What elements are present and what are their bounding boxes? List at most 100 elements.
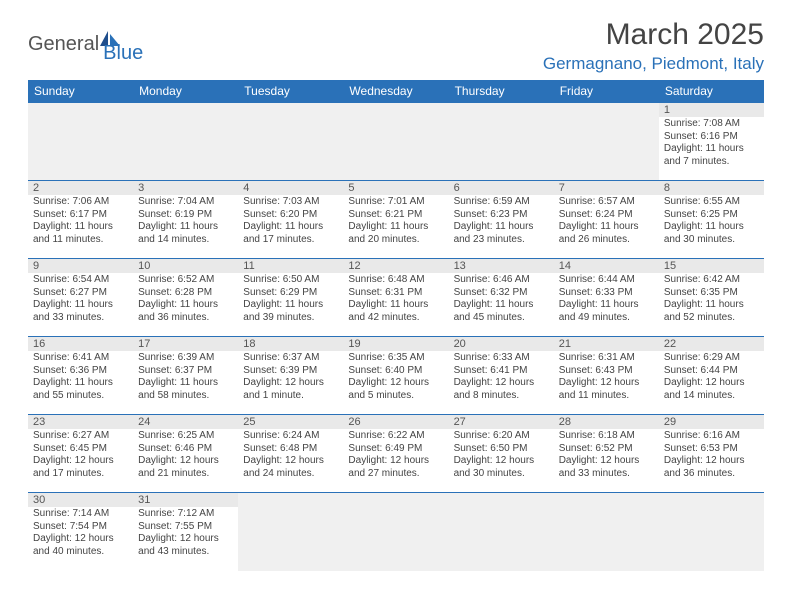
day-content: Sunrise: 6:50 AMSunset: 6:29 PMDaylight:… bbox=[238, 273, 343, 327]
day-cell: 1Sunrise: 7:08 AMSunset: 6:16 PMDaylight… bbox=[659, 103, 764, 181]
day-number: 15 bbox=[659, 259, 764, 273]
day-number: 21 bbox=[554, 337, 659, 351]
day-cell: 29Sunrise: 6:16 AMSunset: 6:53 PMDayligh… bbox=[659, 415, 764, 493]
day-cell: 22Sunrise: 6:29 AMSunset: 6:44 PMDayligh… bbox=[659, 337, 764, 415]
day-cell: 15Sunrise: 6:42 AMSunset: 6:35 PMDayligh… bbox=[659, 259, 764, 337]
day-content: Sunrise: 6:18 AMSunset: 6:52 PMDaylight:… bbox=[554, 429, 659, 483]
day-cell: 26Sunrise: 6:22 AMSunset: 6:49 PMDayligh… bbox=[343, 415, 448, 493]
day-number: 4 bbox=[238, 181, 343, 195]
day-content: Sunrise: 6:59 AMSunset: 6:23 PMDaylight:… bbox=[449, 195, 554, 249]
logo: General Blue bbox=[28, 24, 143, 65]
day-header: Thursday bbox=[449, 80, 554, 103]
day-header: Saturday bbox=[659, 80, 764, 103]
day-cell: 20Sunrise: 6:33 AMSunset: 6:41 PMDayligh… bbox=[449, 337, 554, 415]
day-content: Sunrise: 6:37 AMSunset: 6:39 PMDaylight:… bbox=[238, 351, 343, 405]
calendar-row: 30Sunrise: 7:14 AMSunset: 7:54 PMDayligh… bbox=[28, 493, 764, 571]
day-number: 2 bbox=[28, 181, 133, 195]
day-number: 16 bbox=[28, 337, 133, 351]
day-header: Tuesday bbox=[238, 80, 343, 103]
day-cell: 24Sunrise: 6:25 AMSunset: 6:46 PMDayligh… bbox=[133, 415, 238, 493]
day-number: 7 bbox=[554, 181, 659, 195]
day-content: Sunrise: 6:41 AMSunset: 6:36 PMDaylight:… bbox=[28, 351, 133, 405]
logo-text-sub: Blue bbox=[103, 42, 143, 65]
day-number: 1 bbox=[659, 103, 764, 117]
day-number: 10 bbox=[133, 259, 238, 273]
day-number: 12 bbox=[343, 259, 448, 273]
day-number: 8 bbox=[659, 181, 764, 195]
day-content: Sunrise: 6:31 AMSunset: 6:43 PMDaylight:… bbox=[554, 351, 659, 405]
day-cell: 31Sunrise: 7:12 AMSunset: 7:55 PMDayligh… bbox=[133, 493, 238, 571]
day-content: Sunrise: 7:06 AMSunset: 6:17 PMDaylight:… bbox=[28, 195, 133, 249]
day-cell: 9Sunrise: 6:54 AMSunset: 6:27 PMDaylight… bbox=[28, 259, 133, 337]
day-number: 22 bbox=[659, 337, 764, 351]
day-content: Sunrise: 6:39 AMSunset: 6:37 PMDaylight:… bbox=[133, 351, 238, 405]
day-header-row: SundayMondayTuesdayWednesdayThursdayFrid… bbox=[28, 80, 764, 103]
empty-cell bbox=[343, 103, 448, 181]
day-number: 24 bbox=[133, 415, 238, 429]
day-cell: 25Sunrise: 6:24 AMSunset: 6:48 PMDayligh… bbox=[238, 415, 343, 493]
day-number: 31 bbox=[133, 493, 238, 507]
empty-cell bbox=[238, 493, 343, 571]
day-content: Sunrise: 6:29 AMSunset: 6:44 PMDaylight:… bbox=[659, 351, 764, 405]
day-content: Sunrise: 6:52 AMSunset: 6:28 PMDaylight:… bbox=[133, 273, 238, 327]
calendar-row: 23Sunrise: 6:27 AMSunset: 6:45 PMDayligh… bbox=[28, 415, 764, 493]
day-header: Sunday bbox=[28, 80, 133, 103]
day-number: 25 bbox=[238, 415, 343, 429]
day-content: Sunrise: 7:12 AMSunset: 7:55 PMDaylight:… bbox=[133, 507, 238, 561]
day-content: Sunrise: 7:14 AMSunset: 7:54 PMDaylight:… bbox=[28, 507, 133, 561]
day-cell: 7Sunrise: 6:57 AMSunset: 6:24 PMDaylight… bbox=[554, 181, 659, 259]
day-content: Sunrise: 6:16 AMSunset: 6:53 PMDaylight:… bbox=[659, 429, 764, 483]
day-content: Sunrise: 6:35 AMSunset: 6:40 PMDaylight:… bbox=[343, 351, 448, 405]
day-number: 14 bbox=[554, 259, 659, 273]
calendar-row: 9Sunrise: 6:54 AMSunset: 6:27 PMDaylight… bbox=[28, 259, 764, 337]
day-number: 18 bbox=[238, 337, 343, 351]
day-cell: 30Sunrise: 7:14 AMSunset: 7:54 PMDayligh… bbox=[28, 493, 133, 571]
day-number: 28 bbox=[554, 415, 659, 429]
day-content: Sunrise: 6:22 AMSunset: 6:49 PMDaylight:… bbox=[343, 429, 448, 483]
empty-cell bbox=[659, 493, 764, 571]
empty-cell bbox=[133, 103, 238, 181]
day-cell: 28Sunrise: 6:18 AMSunset: 6:52 PMDayligh… bbox=[554, 415, 659, 493]
day-header: Monday bbox=[133, 80, 238, 103]
day-number: 11 bbox=[238, 259, 343, 273]
day-cell: 4Sunrise: 7:03 AMSunset: 6:20 PMDaylight… bbox=[238, 181, 343, 259]
day-cell: 27Sunrise: 6:20 AMSunset: 6:50 PMDayligh… bbox=[449, 415, 554, 493]
day-content: Sunrise: 6:27 AMSunset: 6:45 PMDaylight:… bbox=[28, 429, 133, 483]
empty-cell bbox=[28, 103, 133, 181]
day-number: 20 bbox=[449, 337, 554, 351]
calendar-row: 16Sunrise: 6:41 AMSunset: 6:36 PMDayligh… bbox=[28, 337, 764, 415]
empty-cell bbox=[449, 493, 554, 571]
day-cell: 21Sunrise: 6:31 AMSunset: 6:43 PMDayligh… bbox=[554, 337, 659, 415]
day-content: Sunrise: 7:08 AMSunset: 6:16 PMDaylight:… bbox=[659, 117, 764, 171]
day-content: Sunrise: 7:03 AMSunset: 6:20 PMDaylight:… bbox=[238, 195, 343, 249]
day-cell: 16Sunrise: 6:41 AMSunset: 6:36 PMDayligh… bbox=[28, 337, 133, 415]
day-content: Sunrise: 6:57 AMSunset: 6:24 PMDaylight:… bbox=[554, 195, 659, 249]
day-content: Sunrise: 7:04 AMSunset: 6:19 PMDaylight:… bbox=[133, 195, 238, 249]
day-number: 19 bbox=[343, 337, 448, 351]
day-cell: 8Sunrise: 6:55 AMSunset: 6:25 PMDaylight… bbox=[659, 181, 764, 259]
day-content: Sunrise: 6:33 AMSunset: 6:41 PMDaylight:… bbox=[449, 351, 554, 405]
day-cell: 23Sunrise: 6:27 AMSunset: 6:45 PMDayligh… bbox=[28, 415, 133, 493]
day-cell: 2Sunrise: 7:06 AMSunset: 6:17 PMDaylight… bbox=[28, 181, 133, 259]
empty-cell bbox=[343, 493, 448, 571]
header: General Blue March 2025 Germagnano, Pied… bbox=[28, 18, 764, 74]
day-cell: 13Sunrise: 6:46 AMSunset: 6:32 PMDayligh… bbox=[449, 259, 554, 337]
day-cell: 18Sunrise: 6:37 AMSunset: 6:39 PMDayligh… bbox=[238, 337, 343, 415]
day-number: 6 bbox=[449, 181, 554, 195]
day-content: Sunrise: 6:48 AMSunset: 6:31 PMDaylight:… bbox=[343, 273, 448, 327]
day-number: 30 bbox=[28, 493, 133, 507]
day-number: 13 bbox=[449, 259, 554, 273]
day-cell: 3Sunrise: 7:04 AMSunset: 6:19 PMDaylight… bbox=[133, 181, 238, 259]
title-block: March 2025 Germagnano, Piedmont, Italy bbox=[543, 18, 764, 74]
calendar-body: 1Sunrise: 7:08 AMSunset: 6:16 PMDaylight… bbox=[28, 103, 764, 571]
empty-cell bbox=[554, 103, 659, 181]
day-cell: 10Sunrise: 6:52 AMSunset: 6:28 PMDayligh… bbox=[133, 259, 238, 337]
day-content: Sunrise: 6:24 AMSunset: 6:48 PMDaylight:… bbox=[238, 429, 343, 483]
day-cell: 19Sunrise: 6:35 AMSunset: 6:40 PMDayligh… bbox=[343, 337, 448, 415]
day-content: Sunrise: 6:25 AMSunset: 6:46 PMDaylight:… bbox=[133, 429, 238, 483]
logo-text-main: General bbox=[28, 33, 99, 56]
day-cell: 17Sunrise: 6:39 AMSunset: 6:37 PMDayligh… bbox=[133, 337, 238, 415]
day-number: 23 bbox=[28, 415, 133, 429]
calendar-row: 1Sunrise: 7:08 AMSunset: 6:16 PMDaylight… bbox=[28, 103, 764, 181]
day-cell: 5Sunrise: 7:01 AMSunset: 6:21 PMDaylight… bbox=[343, 181, 448, 259]
